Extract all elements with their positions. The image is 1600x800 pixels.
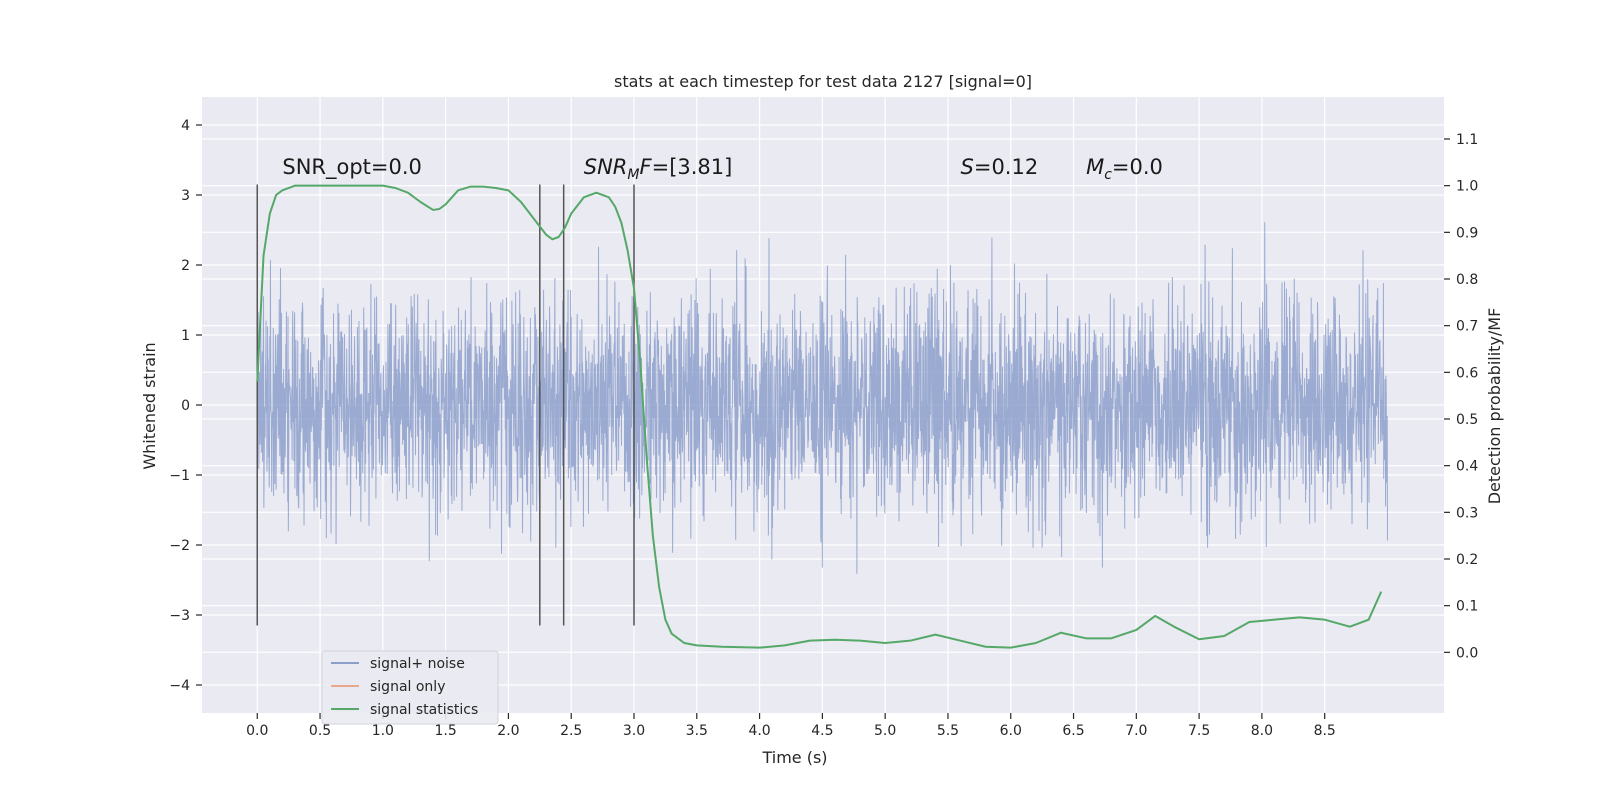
legend-label-signal-plus-noise: signal+ noise [370, 656, 465, 672]
y-tick-label: −4 [169, 678, 190, 694]
y2-tick-label: 0.2 [1456, 552, 1478, 568]
x-tick-label: 8.5 [1314, 723, 1336, 739]
x-tick-label: 1.5 [434, 723, 456, 739]
signal-statistics-line [256, 184, 1383, 649]
y-tick-label: 3 [181, 188, 190, 204]
y2-tick-label: 0.3 [1456, 505, 1478, 521]
y2-tick-label: 0.8 [1456, 272, 1478, 288]
y-axis-ticks: −4 −3 −2 −1 0 1 2 3 4 [169, 118, 202, 694]
y-tick-label: 1 [181, 328, 190, 344]
x-tick-label: 3.5 [686, 723, 708, 739]
legend-label-signal-only: signal only [370, 679, 445, 695]
y-tick-label: 4 [181, 118, 190, 134]
x-tick-label: 4.5 [811, 723, 833, 739]
y2-axis-ticks: 0.0 0.1 0.2 0.3 0.4 0.5 0.6 0.7 0.8 0.9 1.0 1.1 [1444, 132, 1478, 661]
x-tick-label: 5.0 [874, 723, 896, 739]
y2-tick-label: 0.5 [1456, 412, 1478, 428]
annotations: SNR_opt=0.0 SNRMF=[3.81] S=0.12 Mc=0.0 [282, 155, 1163, 183]
y-tick-label: −2 [169, 538, 190, 554]
event-markers [256, 184, 635, 626]
x-tick-label: 5.5 [937, 723, 959, 739]
x-tick-label: 2.0 [497, 723, 519, 739]
y2-tick-label: 0.0 [1456, 645, 1478, 661]
y-tick-label: −1 [169, 468, 190, 484]
annotation-2: S=0.12 [961, 155, 1039, 179]
y2-tick-label: 0.7 [1456, 319, 1478, 335]
y2-tick-label: 0.4 [1456, 459, 1478, 475]
legend-box [321, 650, 499, 725]
y-tick-label: 2 [181, 258, 190, 274]
x-tick-label: 4.0 [748, 723, 770, 739]
y-tick-label: −3 [169, 608, 190, 624]
y2-tick-label: 0.1 [1456, 599, 1478, 615]
legend-label-signal-statistics: signal statistics [370, 702, 478, 718]
x-tick-label: 7.5 [1188, 723, 1210, 739]
y2-tick-label: 1.0 [1456, 179, 1478, 195]
x-axis-label: Time (s) [761, 748, 827, 767]
y-axis-label: Whitened strain [140, 342, 159, 469]
annotation-1: SNRMF=[3.81] [584, 155, 733, 183]
series-signal-statistics [256, 184, 1383, 649]
x-tick-label: 6.5 [1062, 723, 1084, 739]
annotation-0: SNR_opt=0.0 [282, 155, 422, 180]
y-tick-label: 0 [181, 398, 190, 414]
y2-tick-label: 0.6 [1456, 365, 1478, 381]
x-tick-label: 0.0 [246, 723, 268, 739]
legend: signal+ noise signal only signal statist… [321, 650, 499, 725]
annotation-3: Mc=0.0 [1086, 155, 1163, 183]
y2-axis-label: Detection probability/MF [1485, 308, 1504, 505]
x-tick-label: 0.5 [309, 723, 331, 739]
y2-tick-label: 1.1 [1456, 132, 1478, 148]
x-tick-label: 7.0 [1125, 723, 1147, 739]
x-axis-ticks: 0.0 0.5 1.0 1.5 2.0 2.5 3.0 3.5 4.0 4.5 5.0 5.5 6.0 6… [246, 713, 1336, 739]
x-tick-label: 3.0 [623, 723, 645, 739]
x-tick-label: 6.0 [1000, 723, 1022, 739]
chart-title: stats at each timestep for test data 212… [614, 72, 1032, 91]
x-tick-label: 8.0 [1251, 723, 1273, 739]
y2-tick-label: 0.9 [1456, 225, 1478, 241]
x-tick-label: 2.5 [560, 723, 582, 739]
series-signal-plus-noise [256, 222, 1388, 574]
noise-trace [256, 222, 1388, 574]
x-tick-label: 1.0 [372, 723, 394, 739]
